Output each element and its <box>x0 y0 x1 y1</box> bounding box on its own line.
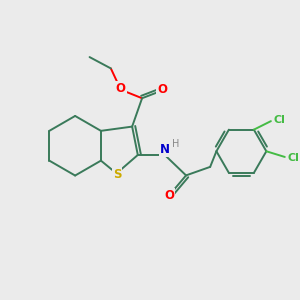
Text: S: S <box>113 168 122 181</box>
Text: Cl: Cl <box>274 115 285 125</box>
Text: O: O <box>116 82 126 95</box>
Text: O: O <box>164 189 174 202</box>
Text: Cl: Cl <box>287 152 299 163</box>
Text: O: O <box>157 83 167 96</box>
Text: N: N <box>160 143 170 156</box>
Text: H: H <box>172 139 179 149</box>
